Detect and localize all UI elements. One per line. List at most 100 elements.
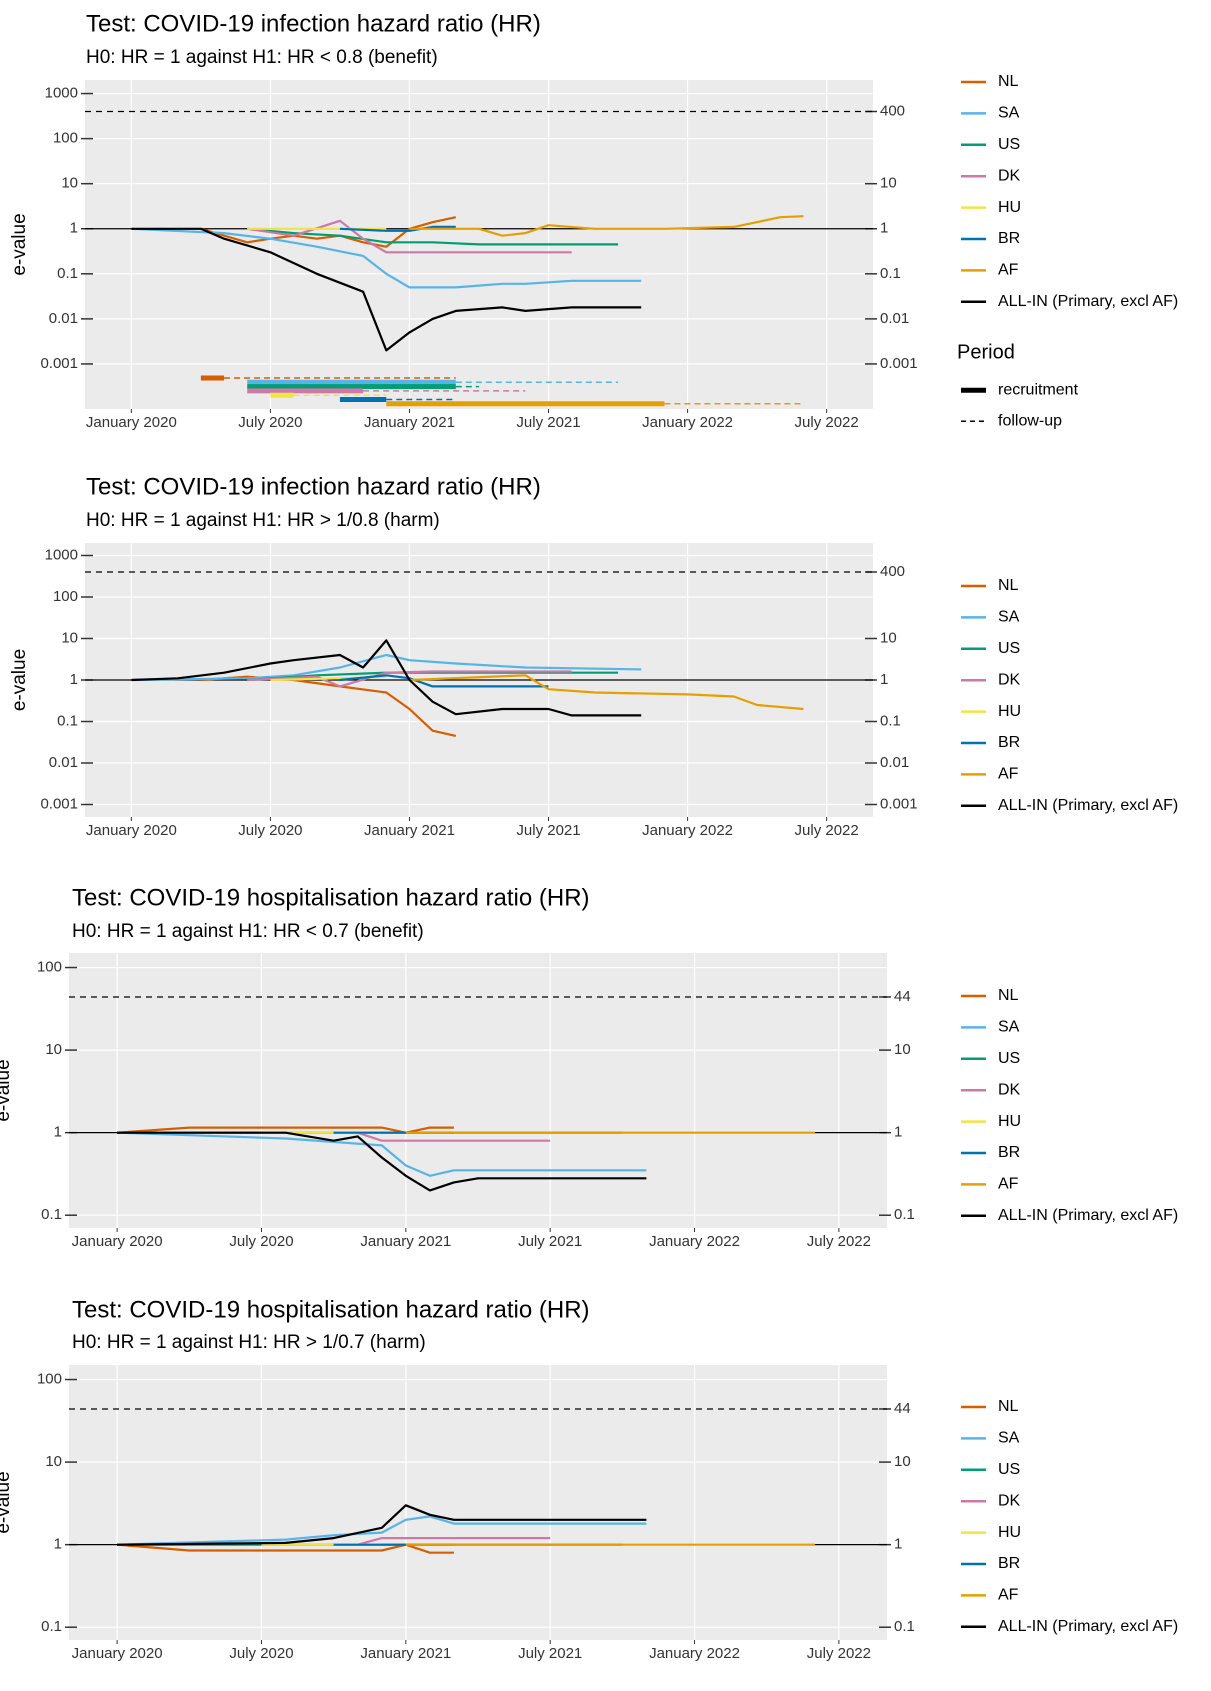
legend-label: DK xyxy=(998,1081,1021,1098)
legend-label: recruitment xyxy=(998,381,1079,398)
y2-tick-label: 44 xyxy=(894,1400,911,1417)
legend-label: AF xyxy=(998,1176,1019,1193)
y2-tick-label: 0.1 xyxy=(880,712,901,729)
y-tick-label: 10 xyxy=(61,629,78,646)
series-line xyxy=(409,674,804,711)
x-tick-label: July 2022 xyxy=(795,414,859,431)
y2-tick-label: 1 xyxy=(880,220,888,237)
y-tick-label: 1 xyxy=(70,671,78,688)
y-tick-label: 0.001 xyxy=(40,355,78,372)
chart-title: Test: COVID-19 infection hazard ratio (H… xyxy=(86,10,541,37)
y-tick-label: 0.001 xyxy=(40,795,78,812)
y2-tick-label: 0.001 xyxy=(880,795,918,812)
legend-label: ALL-IN (Primary, excl AF) xyxy=(998,797,1178,814)
legend-label: SA xyxy=(998,609,1020,626)
x-tick-label: January 2021 xyxy=(360,1233,451,1250)
legend-label: HU xyxy=(998,199,1021,216)
legend-label: NL xyxy=(998,577,1019,594)
series-line xyxy=(131,227,642,289)
legend-label: US xyxy=(998,640,1020,657)
x-tick-label: July 2021 xyxy=(516,822,580,839)
x-tick-label: January 2022 xyxy=(649,1645,740,1662)
series-line xyxy=(131,639,642,717)
legend-label: US xyxy=(998,1050,1020,1067)
legend-label: ALL-IN (Primary, excl AF) xyxy=(998,293,1178,310)
legend-label: DK xyxy=(998,671,1021,688)
y-tick-label: 100 xyxy=(37,959,62,976)
x-tick-label: July 2020 xyxy=(238,414,302,431)
legend-label: HU xyxy=(998,1113,1021,1130)
chart-subtitle: H0: HR = 1 against H1: HR > 1/0.7 (harm) xyxy=(72,1332,426,1353)
legend-label: NL xyxy=(998,73,1019,90)
series-line xyxy=(409,215,804,237)
y2-tick-label: 1 xyxy=(894,1536,902,1553)
x-tick-label: July 2021 xyxy=(518,1233,582,1250)
series-line xyxy=(357,1537,551,1546)
y-axis-label: e-value xyxy=(9,213,30,275)
legend-label: follow-up xyxy=(998,412,1062,429)
legend-label: HU xyxy=(998,703,1021,720)
series-line xyxy=(117,1126,454,1134)
x-tick-label: January 2021 xyxy=(364,822,455,839)
x-tick-label: July 2021 xyxy=(518,1645,582,1662)
y-tick-label: 0.01 xyxy=(49,754,78,771)
legend-label: NL xyxy=(998,1398,1019,1415)
chart-title: Test: COVID-19 infection hazard ratio (H… xyxy=(86,473,541,500)
x-tick-label: January 2022 xyxy=(642,822,733,839)
legend-title: Period xyxy=(957,341,1015,363)
series-line xyxy=(117,1131,647,1177)
y2-tick-label: 10 xyxy=(880,175,897,192)
y-tick-label: 1000 xyxy=(45,546,78,563)
series-line xyxy=(117,1543,454,1554)
y-tick-label: 1 xyxy=(54,1536,62,1553)
plot-background xyxy=(69,1365,887,1640)
chart-title: Test: COVID-19 hospitalisation hazard ra… xyxy=(72,1296,590,1323)
legend-label: BR xyxy=(998,1144,1020,1161)
x-tick-label: January 2020 xyxy=(86,822,177,839)
legend-label: HU xyxy=(998,1524,1021,1541)
x-tick-label: July 2022 xyxy=(807,1645,871,1662)
x-tick-label: July 2022 xyxy=(795,822,859,839)
x-tick-label: July 2021 xyxy=(516,414,580,431)
series-line xyxy=(339,225,456,232)
legend-label: BR xyxy=(998,1555,1020,1572)
chart-subtitle: H0: HR = 1 against H1: HR < 0.7 (benefit… xyxy=(72,921,424,942)
legend-label: SA xyxy=(998,1430,1020,1447)
legend-label: DK xyxy=(998,1492,1021,1509)
x-tick-label: January 2021 xyxy=(360,1645,451,1662)
y-tick-label: 0.01 xyxy=(49,310,78,327)
y2-tick-label: 0.01 xyxy=(880,310,909,327)
y2-tick-label: 400 xyxy=(880,563,905,580)
y-axis-label: e-value xyxy=(0,1471,14,1533)
x-tick-label: January 2020 xyxy=(86,414,177,431)
y-axis-label: e-value xyxy=(0,1059,14,1121)
x-tick-label: January 2022 xyxy=(642,414,733,431)
y-tick-label: 1 xyxy=(70,220,78,237)
y-tick-label: 0.1 xyxy=(57,265,78,282)
legend-label: US xyxy=(998,136,1020,153)
series-line xyxy=(131,227,642,352)
y2-tick-label: 1 xyxy=(880,671,888,688)
y-tick-label: 1000 xyxy=(45,85,78,102)
x-tick-label: January 2021 xyxy=(364,414,455,431)
y-tick-label: 10 xyxy=(45,1453,62,1470)
y2-tick-label: 44 xyxy=(894,988,911,1005)
series-line xyxy=(117,1515,647,1546)
y2-tick-label: 0.1 xyxy=(894,1206,915,1223)
y-tick-label: 0.1 xyxy=(41,1618,62,1635)
y2-tick-label: 0.001 xyxy=(880,355,918,372)
plot-background xyxy=(69,953,887,1228)
legend-label: AF xyxy=(998,766,1019,783)
legend-label: BR xyxy=(998,734,1020,751)
series-line xyxy=(117,1131,647,1192)
chart-subtitle: H0: HR = 1 against H1: HR > 1/0.8 (harm) xyxy=(86,510,440,531)
y2-tick-label: 10 xyxy=(880,629,897,646)
x-tick-label: January 2022 xyxy=(649,1233,740,1250)
legend-label: SA xyxy=(998,105,1020,122)
x-tick-label: July 2020 xyxy=(229,1645,293,1662)
y-tick-label: 0.1 xyxy=(41,1206,62,1223)
chart-title: Test: COVID-19 hospitalisation hazard ra… xyxy=(72,884,590,911)
y-tick-label: 100 xyxy=(37,1371,62,1388)
y2-tick-label: 0.01 xyxy=(880,754,909,771)
